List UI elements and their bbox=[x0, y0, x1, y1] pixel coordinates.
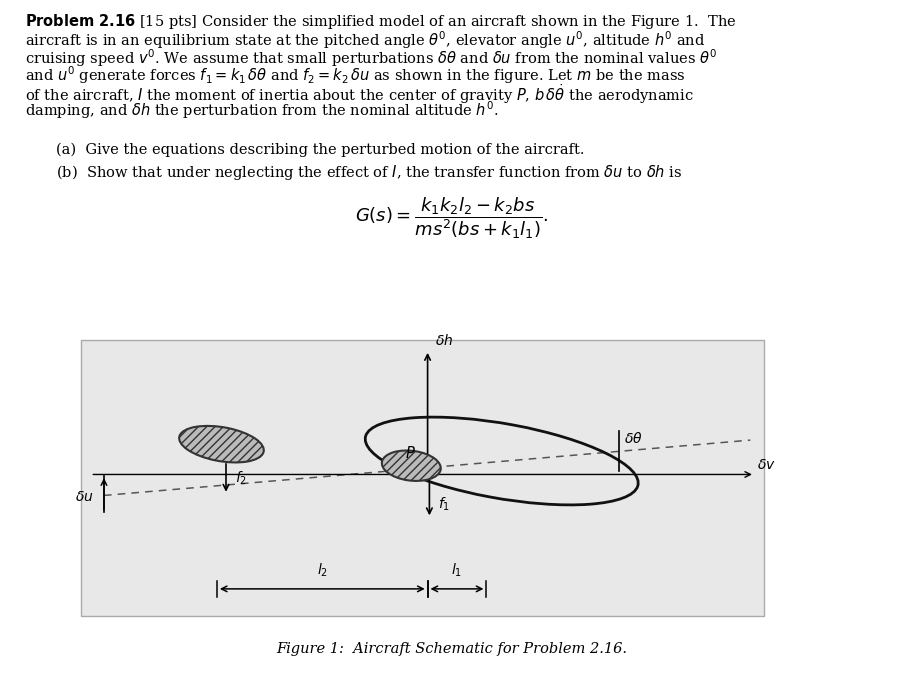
Text: of the aircraft, $I$ the moment of inertia about the center of gravity $P$, $b\,: of the aircraft, $I$ the moment of inert… bbox=[25, 82, 694, 106]
Text: and $u^0$ generate forces $f_1 = k_1\,\delta\theta$ and $f_2 = k_2\,\delta u$ as: and $u^0$ generate forces $f_1 = k_1\,\d… bbox=[25, 65, 685, 86]
Text: cruising speed $v^0$. We assume that small perturbations $\delta\theta$ and $\de: cruising speed $v^0$. We assume that sma… bbox=[25, 47, 717, 69]
Text: $f_1$: $f_1$ bbox=[438, 496, 450, 513]
Text: $f_2$: $f_2$ bbox=[235, 469, 247, 487]
Text: damping, and $\delta h$ the perturbation from the nominal altitude $h^0$.: damping, and $\delta h$ the perturbation… bbox=[25, 100, 498, 121]
Text: $\delta v$: $\delta v$ bbox=[756, 458, 775, 472]
Text: (a)  Give the equations describing the perturbed motion of the aircraft.: (a) Give the equations describing the pe… bbox=[56, 143, 584, 157]
Text: $l_1$: $l_1$ bbox=[451, 561, 462, 579]
Text: $\delta h$: $\delta h$ bbox=[434, 333, 452, 348]
Text: (b)  Show that under neglecting the effect of $I$, the transfer function from $\: (b) Show that under neglecting the effec… bbox=[56, 163, 682, 182]
Text: aircraft is in an equilibrium state at the pitched angle $\theta^0$, elevator an: aircraft is in an equilibrium state at t… bbox=[25, 30, 705, 51]
Text: $\delta u$: $\delta u$ bbox=[75, 490, 93, 504]
Ellipse shape bbox=[381, 450, 441, 481]
Text: $G(s) = \dfrac{k_1 k_2 l_2 - k_2 b s}{m s^2(bs + k_1 l_1)}.$: $G(s) = \dfrac{k_1 k_2 l_2 - k_2 b s}{m … bbox=[355, 195, 548, 241]
Text: Figure 1:  Aircraft Schematic for Problem 2.16.: Figure 1: Aircraft Schematic for Problem… bbox=[276, 642, 627, 656]
Text: $P$: $P$ bbox=[405, 445, 415, 461]
Text: $\delta\theta$: $\delta\theta$ bbox=[623, 431, 642, 446]
FancyBboxPatch shape bbox=[81, 340, 763, 616]
Text: $l_2$: $l_2$ bbox=[316, 561, 328, 579]
Ellipse shape bbox=[179, 426, 264, 462]
Text: $\bf{Problem\ 2.16}$ [15 pts] Consider the simplified model of an aircraft shown: $\bf{Problem\ 2.16}$ [15 pts] Consider t… bbox=[25, 12, 736, 31]
